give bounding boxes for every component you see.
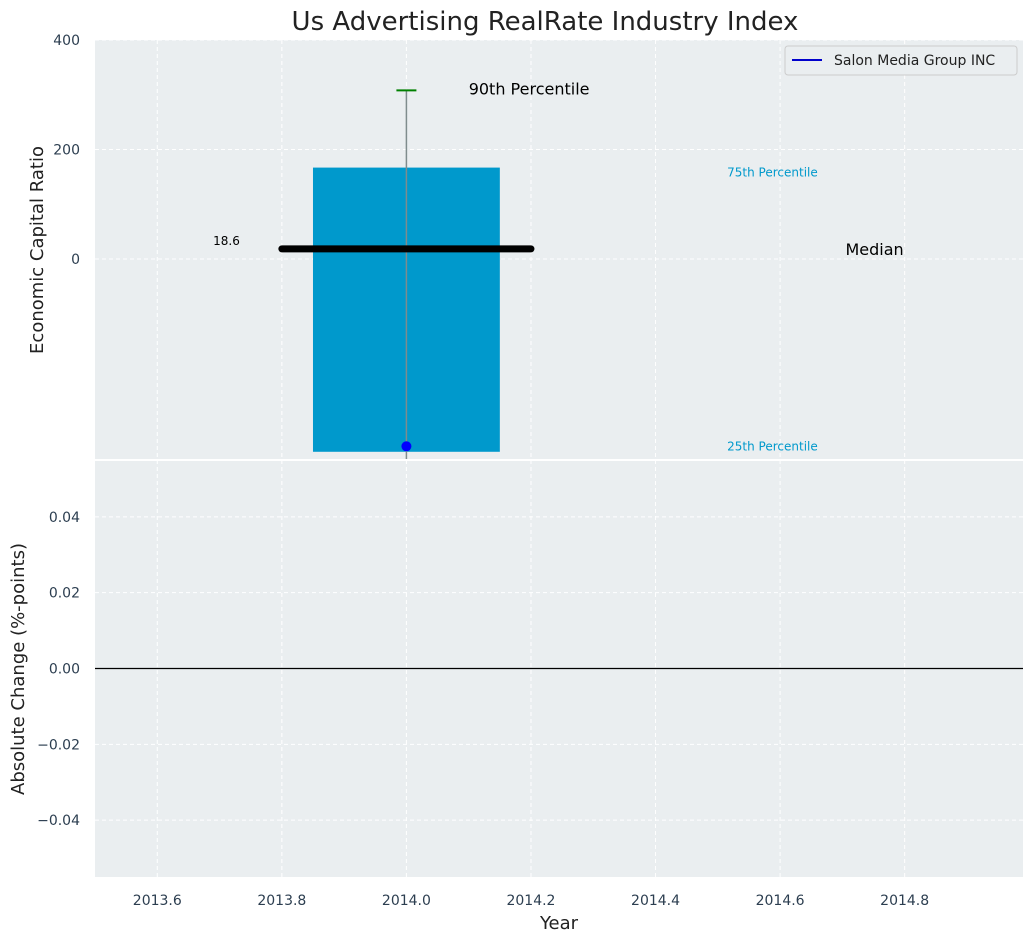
- bottom-y-tick-label: −0.04: [37, 813, 80, 829]
- top-y-axis-label: Economic Capital Ratio: [27, 146, 48, 354]
- x-tick-label: 2013.8: [257, 893, 306, 909]
- legend: Salon Media Group INC: [784, 45, 1018, 76]
- legend-box: [784, 45, 1018, 76]
- x-tick-label: 2013.6: [133, 893, 182, 909]
- top-y-tick-label: 400: [53, 33, 80, 49]
- top-y-tick-label: 200: [53, 143, 80, 159]
- bottom-y-tick-label: 0.02: [49, 586, 80, 602]
- x-tick-label: 2014.2: [506, 893, 555, 909]
- bottom-y-ticks: −0.04 −0.02 0.00 0.02 0.04: [37, 510, 80, 829]
- x-tick-label: 2014.4: [631, 893, 680, 909]
- bottom-y-tick-label: 0.00: [49, 662, 80, 678]
- median-annotation: Median: [845, 240, 903, 259]
- top-y-ticks: 0 200 400: [53, 33, 80, 268]
- p25-annotation: 25th Percentile: [727, 439, 818, 453]
- legend-label: Salon Media Group INC: [834, 53, 995, 69]
- p90-annotation: 90th Percentile: [469, 79, 590, 98]
- x-ticks: 2013.6 2013.8 2014.0 2014.2 2014.4 2014.6 2014…: [133, 893, 929, 909]
- top-marks: 18.6 90th Percentile 75th Percentile Median…: [213, 79, 904, 460]
- bottom-y-tick-label: 0.04: [49, 510, 80, 526]
- top-plot-area: [95, 40, 1023, 460]
- x-tick-label: 2014.6: [756, 893, 805, 909]
- company-point: [401, 441, 412, 452]
- bottom-grid: [95, 460, 1023, 877]
- top-y-tick-label: 0: [71, 252, 80, 268]
- chart-title: Us Advertising RealRate Industry Index: [292, 7, 799, 37]
- x-tick-label: 2014.8: [880, 893, 929, 909]
- bottom-y-tick-label: −0.02: [37, 737, 80, 753]
- median-value-label: 18.6: [213, 234, 240, 248]
- bottom-y-axis-label: Absolute Change (%-points): [8, 543, 29, 795]
- p75-annotation: 75th Percentile: [727, 166, 818, 180]
- x-axis-label: Year: [539, 913, 579, 934]
- x-tick-label: 2014.0: [382, 893, 431, 909]
